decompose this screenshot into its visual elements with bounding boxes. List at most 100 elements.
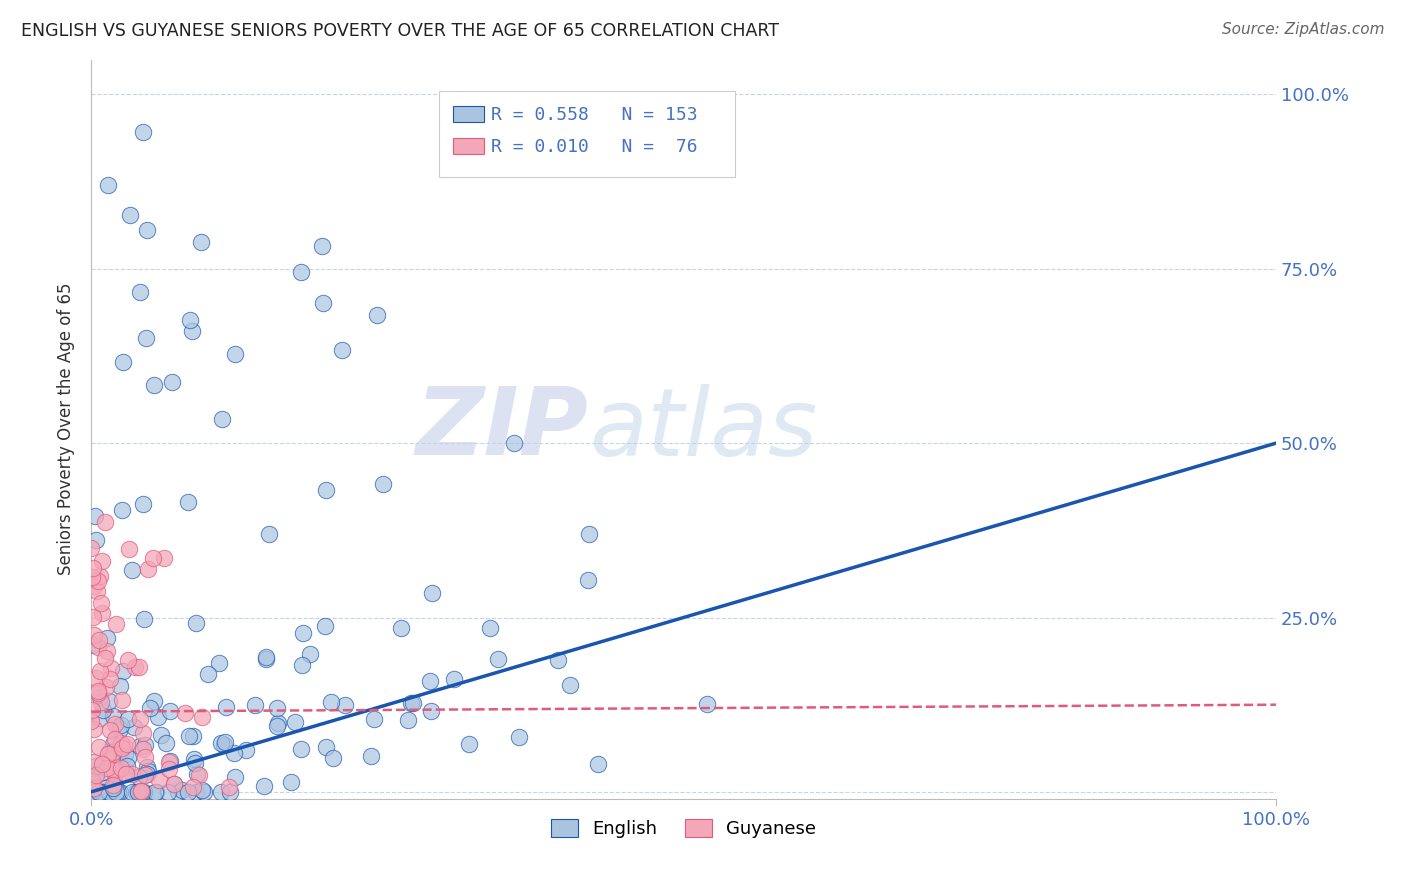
Point <box>112 739 135 753</box>
Point <box>90 595 112 609</box>
Point <box>266 701 288 715</box>
Point <box>87 785 110 799</box>
Point <box>84 758 107 772</box>
Point <box>215 700 238 714</box>
Point <box>87 633 110 648</box>
Point <box>82 774 104 789</box>
Point <box>80 570 103 584</box>
Point <box>83 509 105 524</box>
Point <box>110 718 132 732</box>
Point <box>177 729 200 743</box>
Point <box>298 647 321 661</box>
Point <box>132 726 155 740</box>
Point <box>124 660 146 674</box>
Point <box>110 736 132 750</box>
Point <box>117 751 139 765</box>
Point <box>87 684 110 698</box>
Point <box>132 125 155 139</box>
Point <box>128 770 150 784</box>
Point <box>560 678 582 692</box>
Point <box>93 785 115 799</box>
Point <box>98 672 121 686</box>
Point <box>292 626 315 640</box>
Point <box>87 785 110 799</box>
Point <box>131 783 153 797</box>
Point <box>360 748 382 763</box>
Point <box>98 694 121 708</box>
Point <box>110 761 132 775</box>
Point <box>108 785 131 799</box>
Point <box>257 527 280 541</box>
Point <box>96 761 118 775</box>
Point <box>235 743 257 757</box>
Point <box>315 740 337 755</box>
Point <box>117 737 139 751</box>
Point <box>108 722 131 736</box>
Point <box>111 693 134 707</box>
Point <box>166 785 188 799</box>
Point <box>283 714 305 729</box>
Point <box>97 747 120 761</box>
Point <box>160 375 183 389</box>
Point <box>188 768 211 782</box>
Text: ZIP: ZIP <box>416 384 589 475</box>
Point <box>80 714 103 728</box>
Point <box>104 756 127 770</box>
Point <box>104 616 127 631</box>
Point <box>97 178 120 192</box>
Point <box>576 573 599 587</box>
Text: Source: ZipAtlas.com: Source: ZipAtlas.com <box>1222 22 1385 37</box>
Point <box>122 720 145 734</box>
Text: R = 0.010   N =  76: R = 0.010 N = 76 <box>491 138 697 156</box>
Point <box>134 612 156 626</box>
Point <box>129 739 152 753</box>
Point <box>90 606 112 620</box>
Point <box>191 783 214 797</box>
Point <box>82 610 104 624</box>
Point <box>136 764 159 778</box>
Point <box>87 574 110 588</box>
Point <box>143 694 166 708</box>
Point <box>86 768 108 782</box>
Point <box>191 709 214 723</box>
Point <box>132 742 155 756</box>
Point <box>177 494 200 508</box>
Point <box>105 785 128 799</box>
Point <box>145 785 167 799</box>
Point <box>104 766 127 780</box>
Point <box>145 785 167 799</box>
Point <box>311 239 333 253</box>
Point <box>183 780 205 794</box>
Point <box>120 208 142 222</box>
Point <box>163 777 186 791</box>
Point <box>254 651 277 665</box>
Point <box>91 756 114 771</box>
Point <box>254 650 277 665</box>
Point <box>121 563 143 577</box>
Y-axis label: Seniors Poverty Over the Age of 65: Seniors Poverty Over the Age of 65 <box>58 283 75 575</box>
Point <box>243 698 266 712</box>
Point <box>132 497 155 511</box>
Point <box>588 756 610 771</box>
Point <box>104 777 127 791</box>
Point <box>159 762 181 776</box>
Point <box>91 764 114 779</box>
Point <box>94 650 117 665</box>
Point <box>104 731 127 746</box>
Point <box>214 735 236 749</box>
Point <box>100 661 122 675</box>
Text: R = 0.558   N = 153: R = 0.558 N = 153 <box>491 106 697 124</box>
Point <box>83 785 105 799</box>
Point <box>159 756 181 770</box>
Point <box>366 308 388 322</box>
Point <box>129 712 152 726</box>
Point <box>314 619 336 633</box>
Point <box>209 736 232 750</box>
Point <box>83 628 105 642</box>
Point <box>100 752 122 766</box>
Point <box>83 781 105 796</box>
Point <box>177 785 200 799</box>
Point <box>96 644 118 658</box>
Point <box>89 569 111 583</box>
Point <box>266 719 288 733</box>
